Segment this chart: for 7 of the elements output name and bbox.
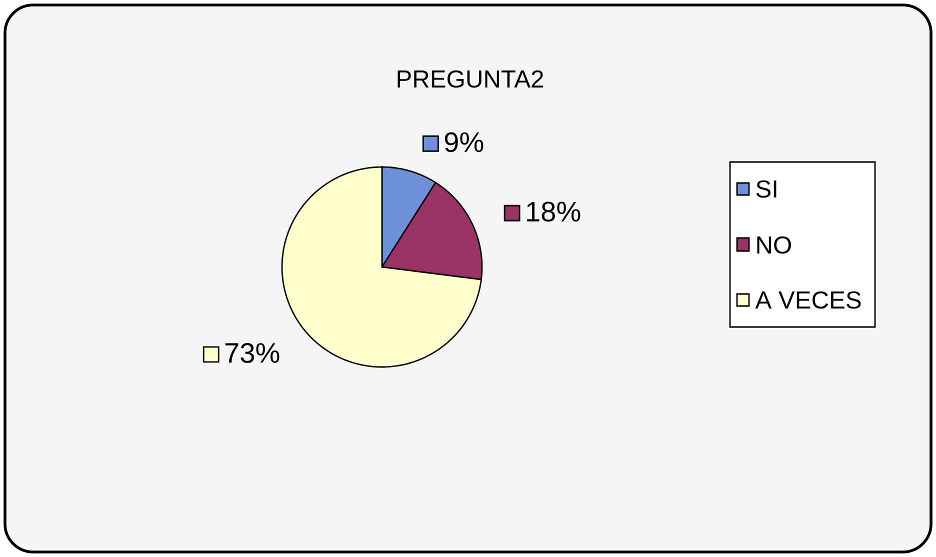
legend-label: A VECES	[755, 291, 861, 309]
data-label: 18%	[527, 202, 580, 222]
data-label: 9%	[444, 132, 484, 152]
data-label: 73%	[225, 343, 280, 363]
legend-label: NO	[757, 236, 791, 254]
chart-title: PREGUNTA2	[398, 70, 544, 88]
legend-label: SI	[756, 180, 776, 198]
